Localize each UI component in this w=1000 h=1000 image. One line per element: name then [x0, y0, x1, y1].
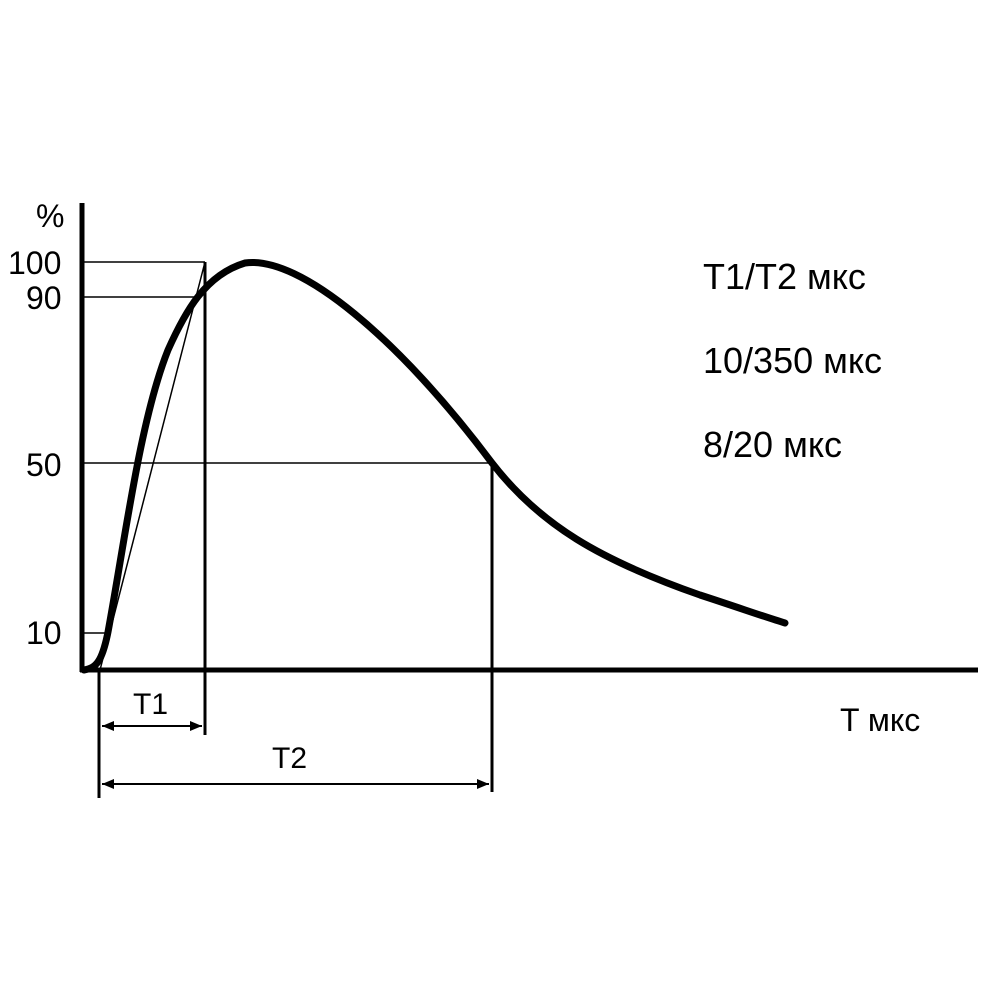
y-tick-label-50: 50: [26, 447, 62, 483]
y-tick-label-100: 100: [8, 245, 61, 281]
y-tick-label-10: 10: [26, 615, 62, 651]
t2-right-arrow: [477, 779, 489, 789]
legend-line-10-350: 10/350 мкс: [703, 340, 882, 381]
impulse-curve: [80, 259, 789, 674]
t2-label: T2: [272, 742, 307, 775]
y-tick-label-90: 90: [26, 280, 62, 316]
y-axis-unit-label: %: [36, 198, 64, 234]
x-axis-label: T мкс: [840, 702, 920, 738]
t2-left-arrow: [102, 779, 114, 789]
t1-left-arrow: [102, 721, 114, 731]
legend-line-header: T1/T2 мкс: [703, 256, 866, 297]
front-time-line: [99, 261, 206, 671]
t1-right-arrow: [190, 721, 202, 731]
t1-label: T1: [133, 688, 168, 721]
legend-line-8-20: 8/20 мкс: [703, 424, 842, 465]
